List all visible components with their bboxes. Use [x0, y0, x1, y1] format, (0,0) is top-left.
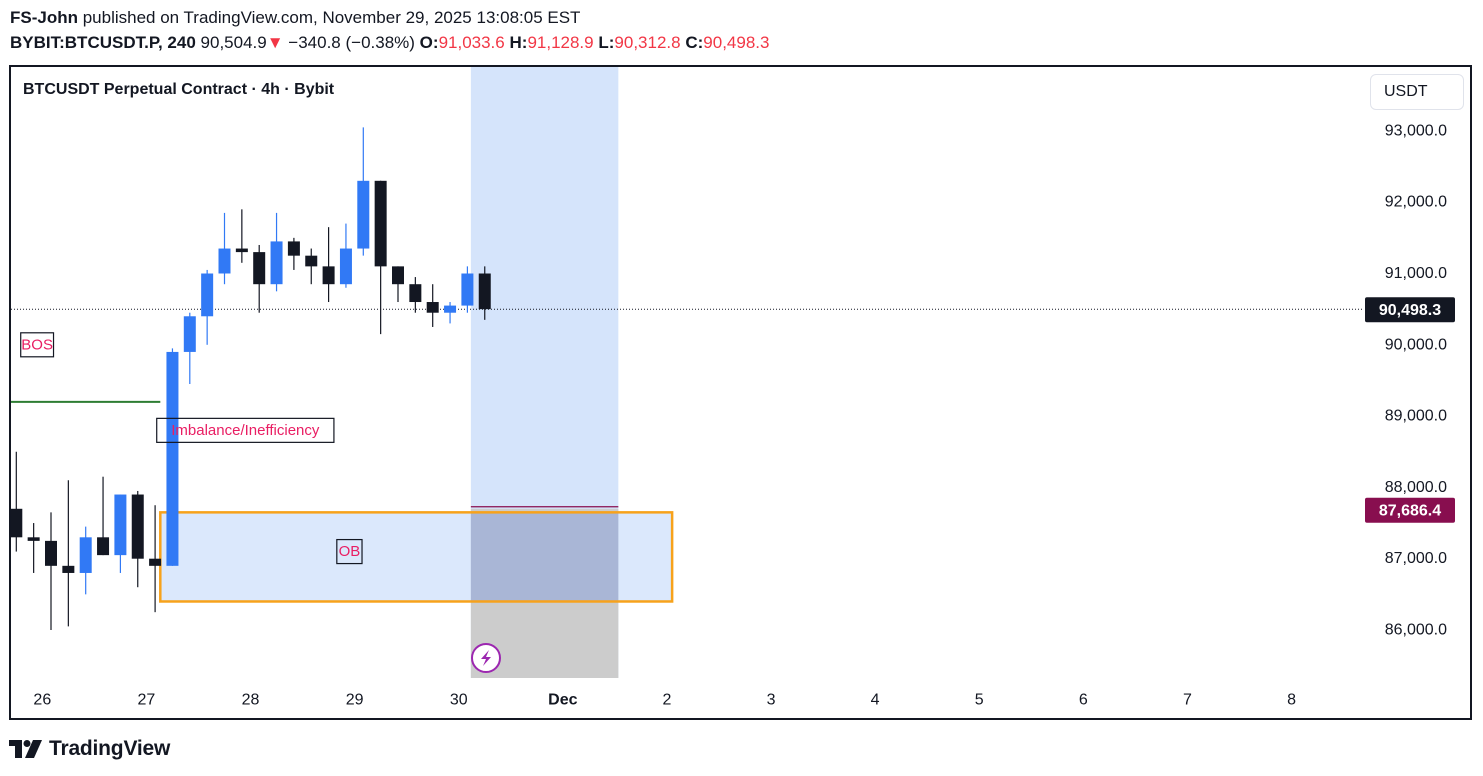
down-arrow-icon: ▼ [266, 33, 284, 52]
candle-body[interactable] [270, 241, 283, 285]
y-tick-label: 89,000.0 [1385, 408, 1447, 425]
x-tick-label: 26 [33, 692, 51, 709]
y-tick-label: 93,000.0 [1385, 122, 1447, 139]
low-value: 90,312.8 [614, 33, 681, 52]
high-label: H: [509, 33, 528, 52]
x-tick-label: 5 [975, 692, 984, 709]
ohlc-bar: BYBIT:BTCUSDT.P, 240 90,504.9▼ −340.8 (−… [10, 33, 769, 53]
chart-frame [9, 65, 1472, 720]
last-price: 90,504.9 [200, 33, 267, 52]
candle-body[interactable] [131, 494, 144, 559]
close-label: C: [685, 33, 704, 52]
candle-body[interactable] [461, 273, 474, 306]
candle-body[interactable] [183, 316, 196, 352]
candle-body[interactable] [478, 273, 491, 310]
level-price-tag: 87,686.4 [1379, 502, 1441, 519]
ob-label: OB [339, 543, 361, 560]
chart-title: BTCUSDT Perpetual Contract · 4h · Bybit [23, 81, 335, 98]
level-price-tag-bg [1365, 497, 1455, 523]
candle-body[interactable] [149, 558, 162, 566]
x-tick-label: Dec [548, 692, 577, 709]
candle-body[interactable] [374, 180, 387, 267]
x-tick-label: 7 [1183, 692, 1192, 709]
open-label: O: [419, 33, 439, 52]
y-tick-label: 91,000.0 [1385, 265, 1447, 282]
x-tick-label: 27 [138, 692, 156, 709]
x-tick-label: 28 [242, 692, 260, 709]
open-value: 91,033.6 [438, 33, 505, 52]
publish-text: published on TradingView.com, November 2… [78, 8, 581, 27]
tradingview-brand: TradingView [49, 737, 171, 760]
candle-body[interactable] [339, 248, 352, 285]
zone-overlap [470, 512, 619, 602]
high-value: 91,128.9 [527, 33, 594, 52]
candle-body[interactable] [79, 537, 92, 573]
candle-body[interactable] [444, 305, 457, 313]
x-tick-label: 29 [346, 692, 364, 709]
x-tick-label: 8 [1287, 692, 1296, 709]
x-tick-label: 3 [767, 692, 776, 709]
candle-body[interactable] [10, 508, 23, 538]
y-tick-label: 90,000.0 [1385, 336, 1447, 353]
order-block-border[interactable] [159, 511, 674, 603]
candle-body[interactable] [305, 255, 318, 267]
current-price-tag-bg [1365, 297, 1455, 323]
y-tick-label: 87,000.0 [1385, 550, 1447, 567]
candle-body[interactable] [392, 266, 404, 285]
candle-body[interactable] [45, 540, 57, 566]
low-label: L: [598, 33, 615, 52]
lightning-bolt [481, 650, 491, 666]
x-tick-label: 6 [1079, 692, 1088, 709]
symbol-label[interactable]: BYBIT:BTCUSDT.P, 240 [10, 33, 196, 52]
close-value: 90,498.3 [703, 33, 770, 52]
candle-body[interactable] [322, 266, 335, 285]
imbalance-label-box [156, 417, 335, 443]
y-tick-label: 92,000.0 [1385, 194, 1447, 211]
ob-label-box [336, 538, 363, 565]
author-name[interactable]: FS-John [10, 8, 78, 27]
price-change: −340.8 (−0.38%) [288, 33, 415, 52]
currency-button[interactable]: USDT [1370, 74, 1464, 110]
candle-body[interactable] [27, 537, 40, 541]
x-tick-label: 4 [871, 692, 880, 709]
candle-body[interactable] [114, 494, 127, 556]
publish-info: FS-John published on TradingView.com, No… [10, 8, 580, 28]
bos-label: BOS [21, 336, 53, 353]
tradingview-logo-icon [9, 740, 42, 758]
candle-body[interactable] [166, 351, 179, 566]
candle-body[interactable] [409, 284, 422, 303]
candle-body[interactable] [253, 252, 266, 285]
imbalance-label: Imbalance/Inefficiency [171, 422, 320, 439]
candle-body[interactable] [287, 241, 300, 256]
candle-body[interactable] [62, 565, 75, 573]
current-price-tag: 90,498.3 [1379, 302, 1441, 319]
candle-body[interactable] [357, 180, 370, 249]
candle-body[interactable] [97, 537, 110, 556]
candle-body[interactable] [201, 273, 214, 317]
candle-body[interactable] [235, 248, 248, 253]
candle-body[interactable] [218, 248, 231, 274]
candle-body[interactable] [426, 302, 439, 313]
y-tick-label: 88,000.0 [1385, 479, 1447, 496]
y-tick-label: 86,000.0 [1385, 622, 1447, 639]
x-tick-label: 2 [662, 692, 671, 709]
x-tick-label: 30 [450, 692, 468, 709]
tradingview-logo[interactable]: TradingView [9, 736, 170, 762]
bos-label-box [20, 332, 55, 358]
